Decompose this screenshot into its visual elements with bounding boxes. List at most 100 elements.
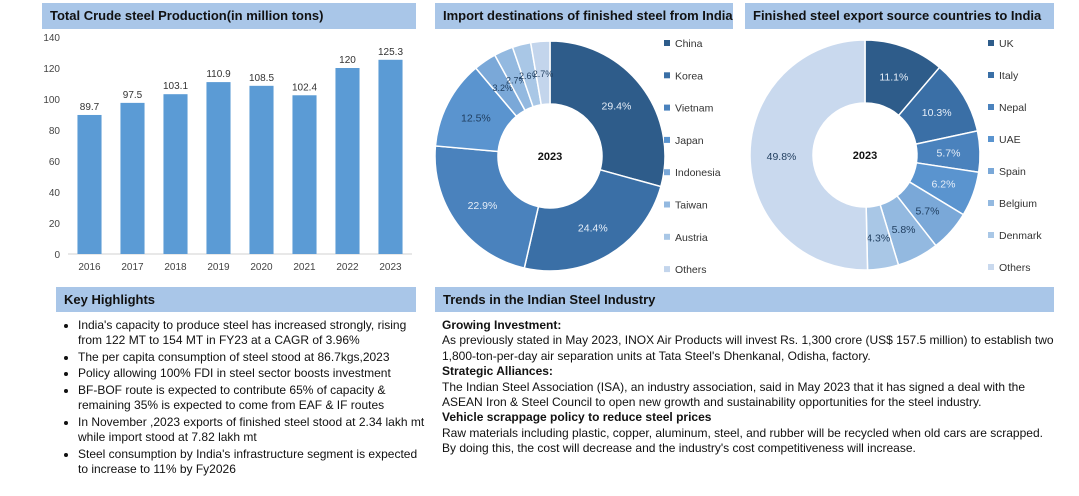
legend-swatch: [664, 72, 670, 79]
bar-value-label: 103.1: [163, 81, 188, 92]
legend-label: Austria: [675, 232, 708, 244]
donut-slice: [749, 39, 869, 271]
crude-production-header: Total Crude steel Production(in million …: [42, 3, 416, 29]
legend-swatch: [664, 104, 670, 111]
legend-label: China: [675, 38, 703, 50]
slice-value-label: 6.2%: [932, 178, 956, 190]
highlight-item: Policy allowing 100% FDI in steel sector…: [78, 366, 428, 381]
slice-value-label: 12.5%: [461, 113, 491, 125]
legend-label: Denmark: [999, 230, 1042, 242]
legend-swatch: [988, 40, 994, 46]
legend-swatch: [664, 233, 670, 240]
legend-label: Spain: [999, 166, 1026, 178]
trend-heading: Growing Investment:: [442, 318, 562, 332]
legend-label: UAE: [999, 134, 1021, 146]
slice-value-label: 2.6%: [519, 71, 540, 81]
legend-label: Belgium: [999, 198, 1037, 210]
legend-label: Japan: [675, 135, 704, 147]
legend-label: Taiwan: [675, 200, 708, 212]
legend-swatch: [664, 266, 670, 273]
x-tick-label: 2023: [379, 262, 402, 273]
bar-value-label: 89.7: [80, 102, 100, 113]
legend-swatch: [988, 136, 994, 142]
legend-swatch: [664, 169, 670, 176]
y-tick-label: 60: [49, 157, 61, 168]
legend-label: UK: [999, 38, 1014, 50]
bar: [206, 82, 231, 254]
legend-label: Vietnam: [675, 103, 714, 115]
legend-label: Others: [999, 262, 1031, 274]
bar-value-label: 97.5: [123, 90, 143, 101]
donut-slice: [549, 40, 666, 188]
import-destinations-donut-chart: 29.4%24.4%22.9%12.5%3.2%2.7%2.6%2.7%2023…: [435, 38, 721, 276]
bar-value-label: 110.9: [206, 69, 231, 80]
export-sources-header: Finished steel export source countries t…: [745, 3, 1054, 29]
legend-label: Korea: [675, 70, 703, 82]
donut-center-label: 2023: [538, 151, 562, 163]
y-tick-label: 80: [49, 126, 61, 137]
legend-label: Others: [675, 264, 707, 276]
x-tick-label: 2022: [336, 262, 359, 273]
legend-label: Nepal: [999, 102, 1026, 114]
highlight-item: BF-BOF route is expected to contribute 6…: [78, 383, 428, 413]
legend-swatch: [988, 200, 994, 206]
legend-swatch: [664, 40, 670, 46]
legend-swatch: [988, 72, 994, 78]
key-highlights-header: Key Highlights: [56, 287, 416, 312]
trends-header: Trends in the Indian Steel Industry: [435, 287, 1054, 312]
donut-slice: [529, 40, 551, 106]
legend-swatch: [664, 136, 670, 143]
slice-value-label: 22.9%: [468, 200, 498, 212]
x-tick-label: 2017: [121, 262, 144, 273]
trend-heading: Strategic Alliances:: [442, 364, 553, 379]
bar-value-label: 125.3: [378, 47, 403, 58]
bar: [77, 114, 102, 254]
legend-label: Italy: [999, 70, 1019, 82]
y-tick-label: 100: [43, 95, 60, 106]
donut-slice: [523, 168, 662, 272]
bar-value-label: 102.4: [292, 82, 317, 93]
y-tick-label: 0: [54, 250, 60, 261]
crude-production-bar-chart: 0 20 40 60 80 100 120 140 89.7 2016 97.5 2017 103.1 2…: [43, 33, 412, 273]
slice-value-label: 5.7%: [936, 147, 960, 159]
bar: [120, 102, 145, 254]
slice-value-label: 24.4%: [578, 223, 608, 235]
legend-swatch: [988, 168, 994, 174]
slice-value-label: 11.1%: [879, 72, 908, 84]
donut-center-label: 2023: [853, 150, 877, 162]
x-tick-label: 2016: [78, 262, 101, 273]
highlight-item: Steel consumption by India's infrastruct…: [78, 447, 428, 477]
legend-swatch: [664, 201, 670, 208]
bar: [163, 94, 188, 254]
slice-value-label: 5.7%: [915, 205, 939, 217]
key-highlights-list: India's capacity to produce steel has in…: [58, 318, 428, 478]
slice-value-label: 49.8%: [767, 151, 797, 163]
highlight-item: India's capacity to produce steel has in…: [78, 318, 428, 348]
highlight-item: In November ,2023 exports of finished st…: [78, 415, 428, 445]
slice-value-label: 4.3%: [866, 232, 890, 244]
import-destinations-header: Import destinations of finished steel fr…: [435, 3, 733, 29]
x-tick-label: 2021: [293, 262, 316, 273]
trends-content: Growing Investment: As previously stated…: [442, 318, 1054, 457]
trend-text: The Indian Steel Association (ISA), an i…: [442, 379, 1026, 410]
y-tick-label: 20: [49, 219, 61, 230]
bar: [249, 85, 274, 254]
slice-value-label: 10.3%: [922, 107, 952, 119]
bar: [292, 95, 317, 254]
x-tick-label: 2019: [207, 262, 230, 273]
slice-value-label: 29.4%: [602, 100, 632, 112]
legend-swatch: [988, 104, 994, 110]
bar: [335, 68, 360, 254]
trend-text: Raw materials including plastic, copper,…: [442, 425, 1043, 456]
export-sources-donut-chart: 11.1% 10.3% 5.7% 6.2% 5.7% 5.8%4.3% 49.8% 2023 U…: [749, 38, 1042, 274]
y-tick-label: 40: [49, 188, 61, 199]
donut-slice: [435, 145, 540, 269]
legend-swatch: [988, 232, 994, 238]
slice-value-label: 3.2%: [493, 83, 514, 93]
slice-value-label: 2.7%: [506, 76, 527, 86]
x-tick-label: 2018: [164, 262, 187, 273]
trend-text: As previously stated in May 2023, INOX A…: [442, 333, 1054, 363]
slice-value-label: 5.8%: [892, 224, 916, 236]
legend-label: Indonesia: [675, 167, 721, 179]
bar-value-label: 108.5: [249, 73, 274, 84]
